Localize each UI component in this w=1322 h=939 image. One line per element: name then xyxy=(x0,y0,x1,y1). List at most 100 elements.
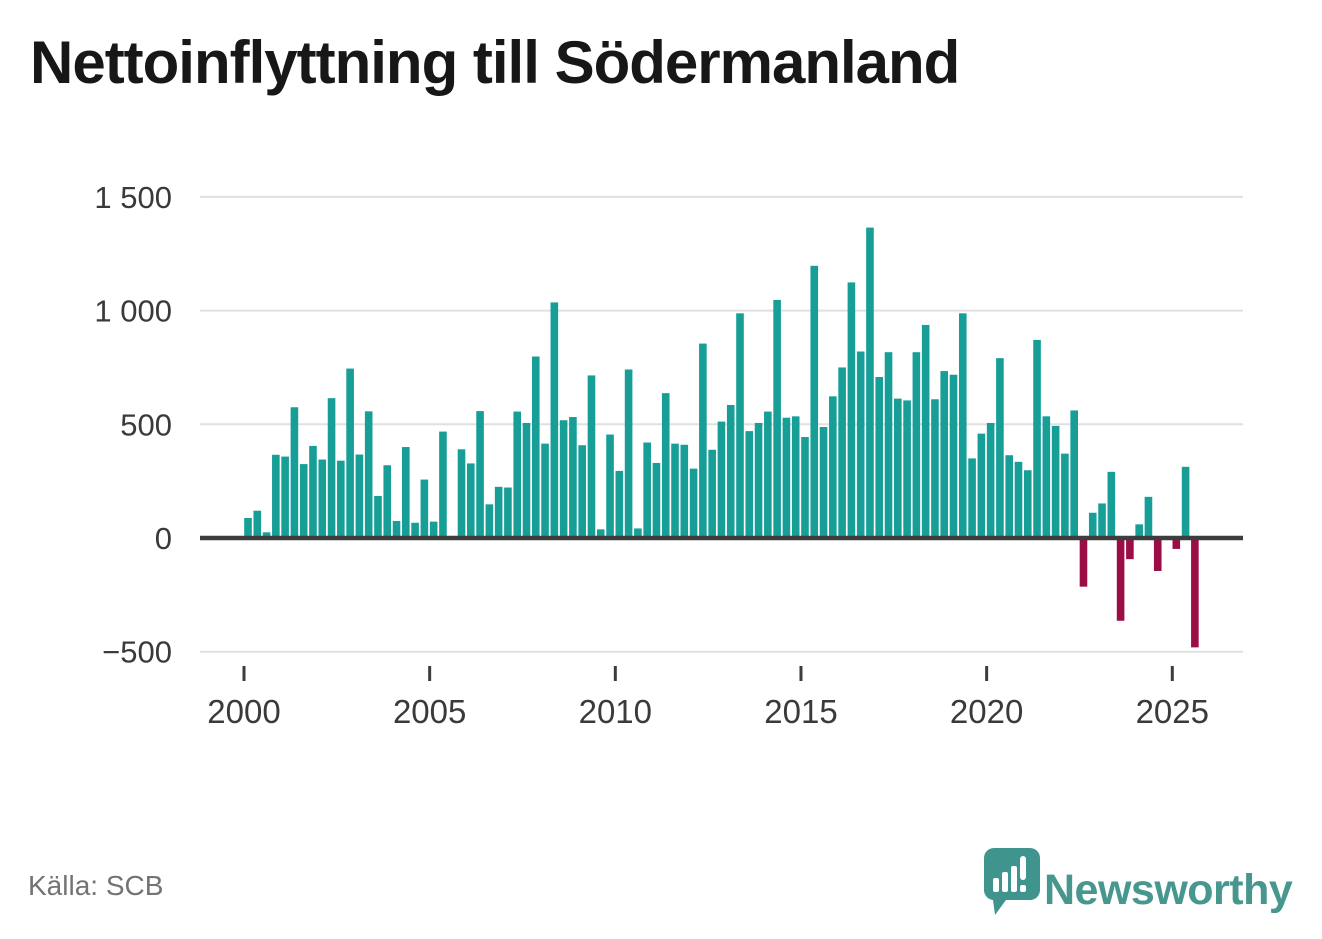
bar-2012 Q3 xyxy=(708,449,716,538)
bar-2015 Q2 xyxy=(810,265,819,538)
bar-2002 Q4 xyxy=(346,368,354,538)
bar-2013 Q1 xyxy=(726,404,735,538)
bar-2004 Q4 xyxy=(420,479,429,538)
bar-2015 Q4 xyxy=(829,396,837,538)
bar-2011 Q4 xyxy=(680,444,689,538)
bar-2016 Q2 xyxy=(847,282,856,538)
y-axis-tick-label: 1 000 xyxy=(94,294,172,329)
bar-2016 Q4 xyxy=(866,227,874,538)
newsworthy-wordmark: Newsworthy xyxy=(1044,866,1293,914)
bar-2017 Q2 xyxy=(884,352,893,538)
bar-2007 Q1 xyxy=(504,487,512,538)
bar-2005 Q4 xyxy=(457,449,466,538)
bar-2023 Q1 xyxy=(1098,503,1106,538)
bar-2018 Q1 xyxy=(912,352,921,538)
bar-2003 Q1 xyxy=(355,454,364,538)
bar-2021 Q2 xyxy=(1033,339,1041,538)
bar-2014 Q1 xyxy=(764,411,772,538)
bar-2006 Q1 xyxy=(466,463,475,538)
bar-2003 Q4 xyxy=(383,465,392,538)
bar-2002 Q2 xyxy=(327,398,336,538)
bar-2025 Q2 xyxy=(1181,466,1190,538)
bar-2024 Q2 xyxy=(1144,496,1153,538)
bar-2018 Q4 xyxy=(940,371,949,538)
bar-2000 Q1 xyxy=(244,517,252,538)
bar-2010 Q1 xyxy=(615,470,624,538)
bar-2003 Q2 xyxy=(364,411,373,538)
bar-2006 Q2 xyxy=(476,411,484,538)
bar-2023 Q4 xyxy=(1126,538,1134,560)
bar-2015 Q3 xyxy=(819,427,828,538)
bar-2025 Q3 xyxy=(1191,538,1199,648)
x-axis-tick-label: 2025 xyxy=(1136,693,1209,730)
bar-2019 Q3 xyxy=(968,458,976,538)
bar-2009 Q3 xyxy=(596,529,605,538)
bar-2012 Q4 xyxy=(717,421,726,538)
bar-2007 Q2 xyxy=(513,411,522,538)
bar-2009 Q1 xyxy=(578,445,586,538)
bar-2020 Q1 xyxy=(986,422,995,538)
bar-2000 Q2 xyxy=(253,510,262,538)
bar-2017 Q1 xyxy=(875,377,884,538)
bar-2007 Q3 xyxy=(522,422,531,538)
bar-2000 Q4 xyxy=(272,454,280,538)
bar-2020 Q3 xyxy=(1005,455,1014,538)
bar-2022 Q4 xyxy=(1088,512,1097,538)
bar-2017 Q4 xyxy=(903,400,911,538)
bar-2021 Q4 xyxy=(1051,425,1060,538)
bar-2010 Q2 xyxy=(624,369,633,538)
bar-2013 Q3 xyxy=(745,431,754,538)
bar-2003 Q3 xyxy=(374,495,382,538)
bar-2016 Q3 xyxy=(856,351,865,538)
bar-2024 Q1 xyxy=(1135,524,1143,538)
bar-2010 Q3 xyxy=(634,528,642,538)
bar-2017 Q3 xyxy=(894,398,902,538)
bar-2022 Q2 xyxy=(1070,410,1078,538)
bar-2004 Q1 xyxy=(392,520,401,538)
bar-2005 Q1 xyxy=(429,521,438,538)
bar-2008 Q2 xyxy=(550,302,559,538)
bar-2008 Q3 xyxy=(559,420,568,538)
bar-2011 Q1 xyxy=(652,462,661,538)
bar-2022 Q1 xyxy=(1061,453,1069,538)
bar-2002 Q3 xyxy=(337,460,345,538)
bar-2002 Q1 xyxy=(318,459,327,538)
bar-2008 Q1 xyxy=(541,443,549,538)
bar-2016 Q1 xyxy=(838,367,846,538)
bar-2019 Q4 xyxy=(977,433,986,538)
y-axis-tick-label: 1 500 xyxy=(94,180,172,215)
bar-2013 Q4 xyxy=(754,422,763,538)
bar-2014 Q3 xyxy=(782,417,791,538)
bar-2000 Q3 xyxy=(262,532,271,539)
bar-2009 Q4 xyxy=(606,434,614,538)
bar-2015 Q1 xyxy=(801,437,809,538)
bar-2012 Q1 xyxy=(689,468,698,538)
y-axis-tick-label: −500 xyxy=(102,635,172,670)
bar-2014 Q4 xyxy=(791,416,800,538)
bar-2005 Q2 xyxy=(439,431,447,538)
bar-2004 Q3 xyxy=(411,522,419,538)
bar-2006 Q3 xyxy=(485,504,494,538)
bar-2004 Q2 xyxy=(402,447,410,538)
bar-2008 Q4 xyxy=(569,417,577,538)
bar-2019 Q2 xyxy=(958,313,967,538)
bar-2001 Q1 xyxy=(281,456,289,538)
bar-2012 Q2 xyxy=(699,343,707,538)
bar-2013 Q2 xyxy=(736,313,744,538)
chart-title: Nettoinflyttning till Södermanland xyxy=(30,29,960,96)
x-axis-tick-label: 2020 xyxy=(950,693,1023,730)
x-axis-tick-label: 2010 xyxy=(579,693,652,730)
source-text: Källa: SCB xyxy=(28,870,164,901)
bar-2025 Q1 xyxy=(1172,538,1181,549)
x-axis-tick-label: 2000 xyxy=(207,693,280,730)
bar-2011 Q3 xyxy=(671,443,679,538)
bar-2011 Q2 xyxy=(661,393,670,538)
x-axis-tick-label: 2005 xyxy=(393,693,466,730)
bar-2024 Q3 xyxy=(1153,538,1162,571)
y-axis-tick-label: 0 xyxy=(155,521,172,556)
bar-2018 Q2 xyxy=(921,324,930,538)
bar-2018 Q3 xyxy=(931,399,939,538)
bar-2001 Q4 xyxy=(309,445,317,538)
bar-2001 Q3 xyxy=(299,464,308,539)
